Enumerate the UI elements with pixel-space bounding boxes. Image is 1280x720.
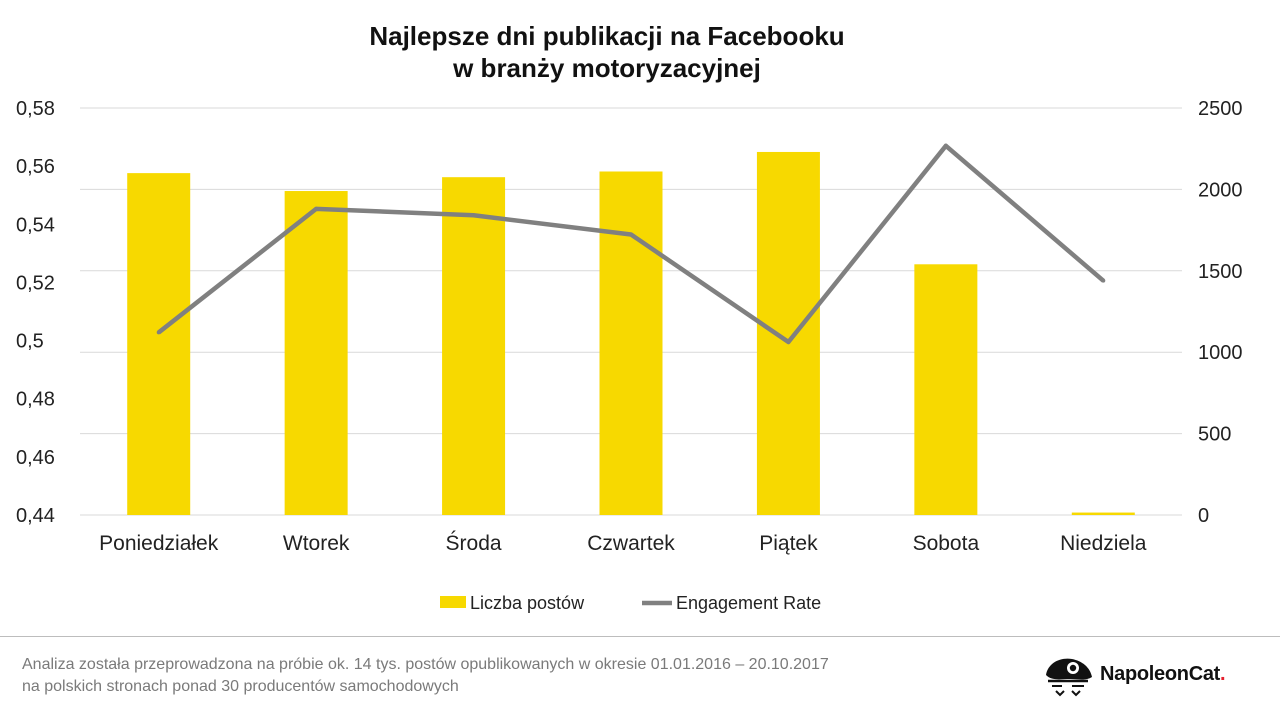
- legend-swatch-bars: [440, 596, 466, 608]
- footer-divider: [0, 636, 1280, 637]
- x-category-label: Czwartek: [587, 532, 675, 555]
- y-left-tick-label: 0,54: [16, 214, 55, 236]
- chart-title: Najlepsze dni publikacji na Facebooku w …: [0, 20, 1214, 84]
- y-left-tick-label: 0,5: [16, 331, 44, 353]
- bar-1: [284, 191, 348, 515]
- bar-0: [127, 173, 191, 515]
- y-right-tick-label: 500: [1198, 424, 1231, 446]
- legend-label-bars: Liczba postów: [470, 593, 585, 613]
- chart-title-line-2: w branży motoryzacyjnej: [453, 53, 761, 83]
- footnote: Analiza została przeprowadzona na próbie…: [22, 654, 1002, 698]
- engagement-rate-point-2: [471, 213, 476, 218]
- y-right-tick-label: 1000: [1198, 342, 1243, 364]
- legend-label-line: Engagement Rate: [676, 593, 821, 613]
- x-category-label: Piątek: [759, 532, 818, 555]
- engagement-rate-point-6: [1101, 278, 1106, 283]
- bar-5: [914, 264, 978, 515]
- y-left-tick-label: 0,46: [16, 447, 55, 469]
- x-category-label: Środa: [446, 531, 502, 555]
- engagement-rate-point-1: [314, 206, 319, 211]
- engagement-rate-point-5: [943, 143, 948, 148]
- x-category-label: Niedziela: [1060, 532, 1147, 555]
- x-category-label: Wtorek: [283, 532, 350, 555]
- bar-4: [756, 151, 820, 515]
- chart-title-line-1: Najlepsze dni publikacji na Facebooku: [369, 21, 845, 51]
- bar-6: [1071, 512, 1135, 515]
- logo-dot: .: [1220, 663, 1226, 685]
- y-left-tick-label: 0,56: [16, 156, 55, 178]
- combo-chart: 2500 2000 1500 1000 500 0 0,58 0,56 0,54 0,52 0,5 0…: [16, 98, 1243, 613]
- bar-2: [442, 177, 506, 515]
- y-left-tick-label: 0,58: [16, 98, 55, 120]
- footnote-line-2: na polskich stronach ponad 30 producentó…: [22, 678, 459, 695]
- y-left-tick-label: 0,52: [16, 272, 55, 294]
- y-left-tick-label: 0,48: [16, 389, 55, 411]
- logo-text: NapoleonCat: [1100, 663, 1221, 685]
- brand-logo: NapoleonCat.: [1042, 655, 1272, 699]
- bar-3: [599, 171, 663, 515]
- y-right-tick-label: 1500: [1198, 261, 1243, 283]
- logo-wordmark: NapoleonCat.: [1100, 663, 1226, 686]
- x-category-label: Poniedziałek: [99, 532, 219, 555]
- y-left-tick-label: 0,44: [16, 505, 55, 527]
- napoleoncat-logo-icon: [1046, 658, 1092, 697]
- x-category-label: Sobota: [913, 532, 980, 555]
- y-right-tick-label: 0: [1198, 505, 1209, 527]
- y-right-tick-label: 2000: [1198, 179, 1243, 201]
- footnote-line-1: Analiza została przeprowadzona na próbie…: [22, 656, 829, 673]
- y-right-tick-label: 2500: [1198, 98, 1243, 120]
- engagement-rate-point-4: [786, 340, 791, 345]
- engagement-rate-point-3: [629, 232, 633, 237]
- engagement-rate-point-0: [156, 330, 161, 335]
